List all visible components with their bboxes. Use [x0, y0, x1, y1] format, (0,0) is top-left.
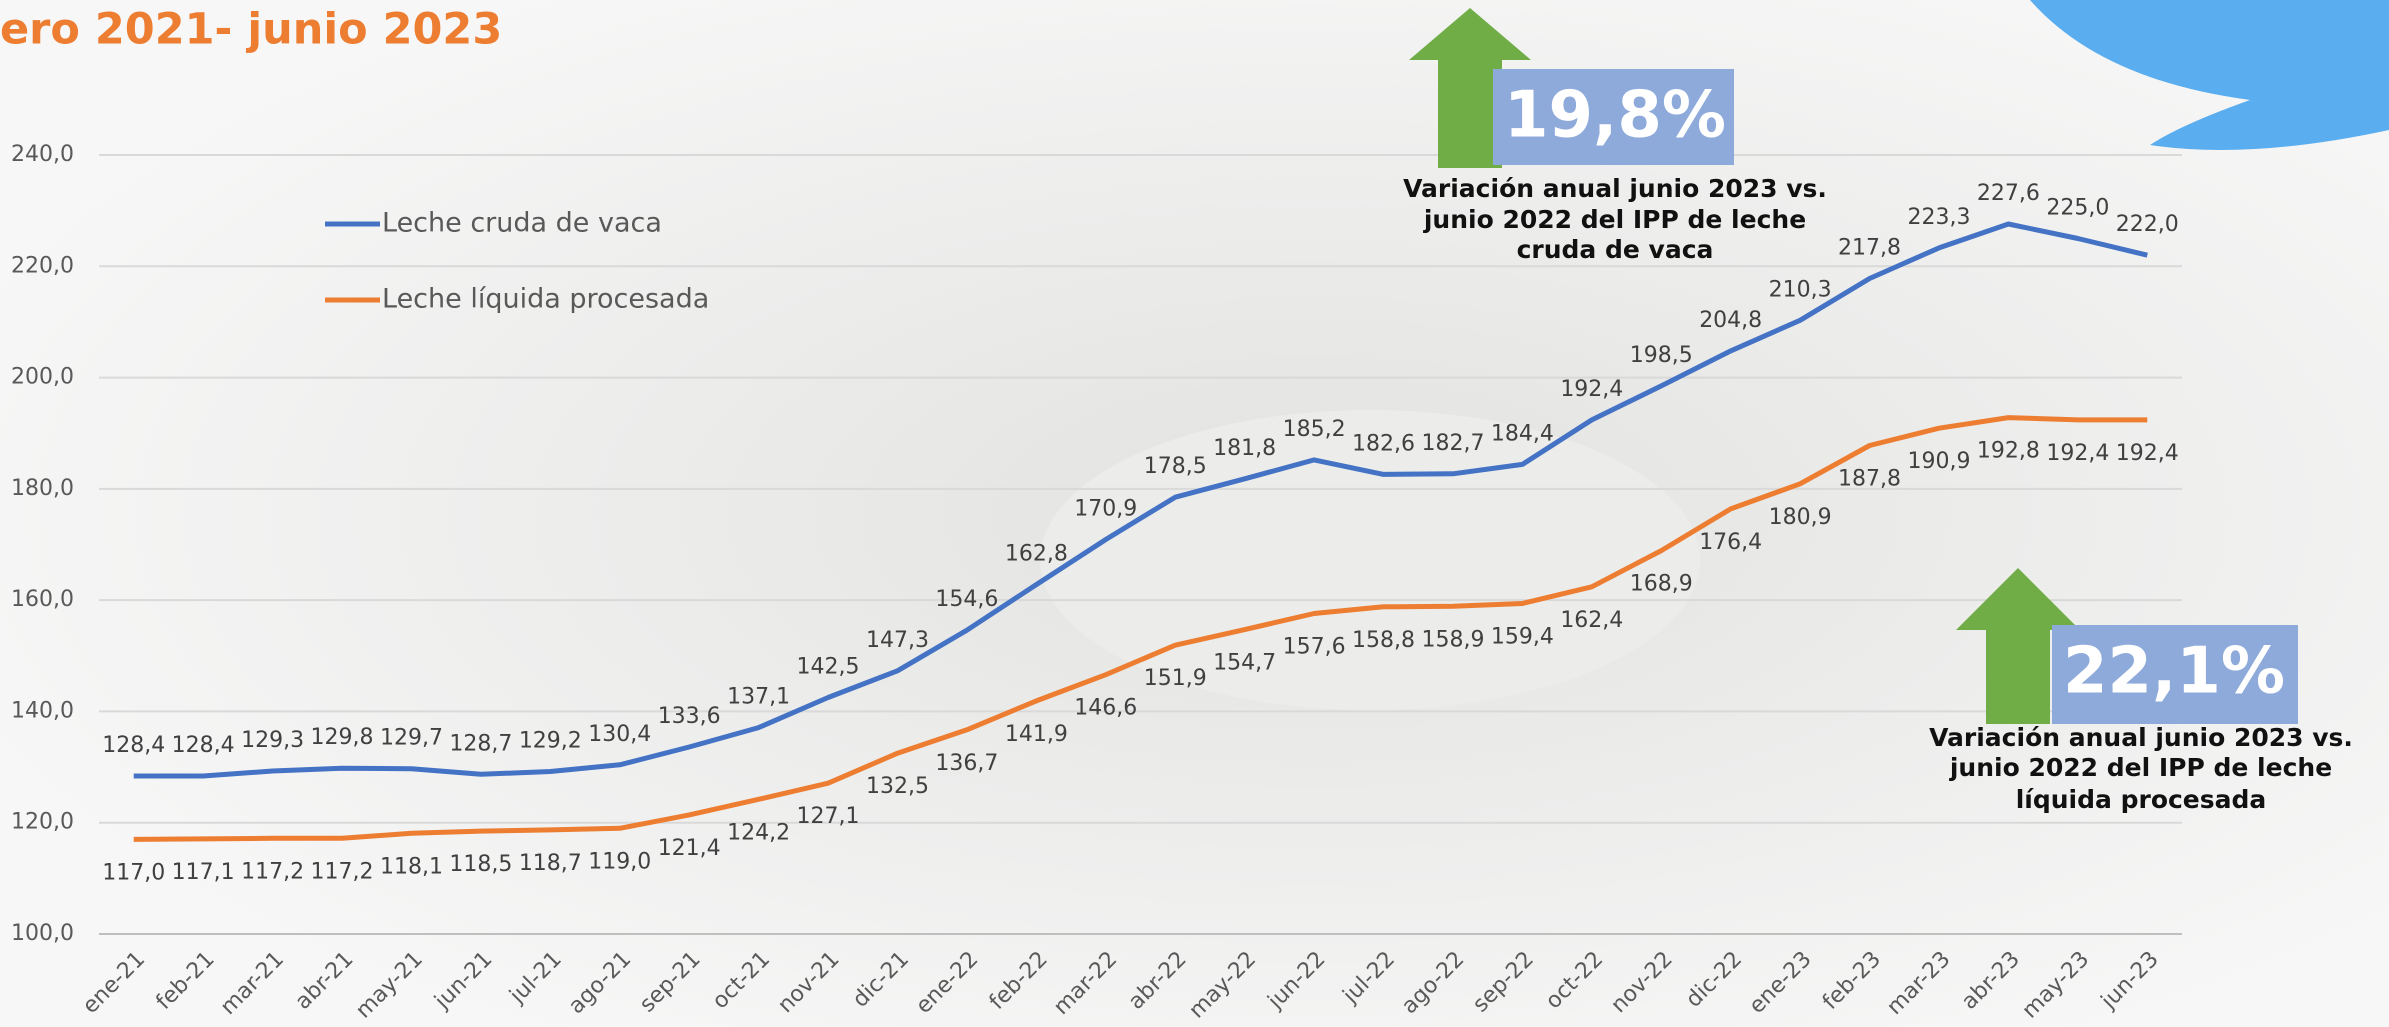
data-label: 128,7: [449, 731, 512, 756]
series-line: [133, 221, 2148, 779]
data-label: 204,8: [1699, 308, 1762, 333]
data-label: 185,2: [1283, 417, 1346, 442]
data-label: 154,6: [935, 587, 998, 612]
chart-title: ero 2021- junio 2023: [0, 5, 502, 55]
legend-label: Leche líquida procesada: [382, 284, 709, 315]
data-label: 130,4: [588, 722, 651, 747]
data-label: 147,3: [866, 628, 929, 653]
data-label: 184,4: [1491, 421, 1554, 446]
data-label: 192,4: [2116, 441, 2179, 466]
data-label: 178,5: [1144, 454, 1207, 479]
data-label: 137,1: [727, 685, 790, 710]
data-label: 118,7: [519, 851, 582, 876]
data-label: 158,9: [1421, 627, 1484, 652]
data-label: 129,8: [311, 725, 374, 750]
data-label: 129,3: [241, 728, 304, 753]
legend-label: Leche cruda de vaca: [382, 208, 662, 239]
data-label: 117,1: [172, 860, 235, 885]
splash: [1040, 410, 1700, 710]
data-label: 159,4: [1491, 624, 1554, 649]
data-label: 192,4: [1560, 377, 1623, 402]
data-label: 141,9: [1005, 722, 1068, 747]
annotations: 19,8% Variación anual junio 2023 vs. jun…: [1403, 8, 2353, 814]
arrow: [1956, 568, 2080, 724]
data-label: 176,4: [1699, 530, 1762, 555]
data-label: 158,8: [1352, 628, 1415, 653]
data-label: 162,8: [1005, 542, 1068, 567]
percent-box: [2052, 625, 2298, 724]
y-tick-label: 240,0: [11, 142, 74, 167]
y-tick-label: 200,0: [11, 365, 74, 390]
data-label: 129,7: [380, 726, 443, 751]
data-label: 117,0: [102, 860, 165, 885]
annotation-percent: 22,1%: [2063, 635, 2285, 709]
data-label: 168,9: [1630, 572, 1693, 597]
annotation-text: Variación anual junio 2023 vs.: [1929, 723, 2353, 752]
data-label: 182,6: [1352, 431, 1415, 456]
data-label: 117,2: [311, 859, 374, 884]
data-label: 192,8: [1977, 439, 2040, 464]
data-label: 162,4: [1560, 608, 1623, 633]
percent-box: [1493, 69, 1734, 165]
y-tick-label: 180,0: [11, 476, 74, 501]
data-label: 142,5: [797, 655, 860, 680]
annotation-text: líquida procesada: [2016, 785, 2267, 814]
data-label: 182,7: [1421, 431, 1484, 456]
data-label: 192,4: [2046, 441, 2109, 466]
annotation-percent: 19,8%: [1504, 79, 1726, 153]
annotation-text: cruda de vaca: [1517, 235, 1714, 264]
data-label: 227,6: [1977, 181, 2040, 206]
data-label: 210,3: [1769, 277, 1832, 302]
data-label: 128,4: [102, 733, 165, 758]
data-label: 132,5: [866, 774, 929, 799]
data-label: 225,0: [2046, 195, 2109, 220]
data-label: 117,2: [241, 859, 304, 884]
data-label: 170,9: [1074, 496, 1137, 521]
data-label: 121,4: [658, 836, 721, 861]
data-label: 119,0: [588, 849, 651, 874]
y-tick-label: 220,0: [11, 253, 74, 278]
data-label: 128,4: [172, 733, 235, 758]
data-label: 190,9: [1907, 449, 1970, 474]
data-label: 118,1: [380, 854, 443, 879]
y-tick-label: 120,0: [11, 810, 74, 835]
data-label: 151,9: [1144, 666, 1207, 691]
series-line: [133, 415, 2148, 842]
data-label: 129,2: [519, 729, 582, 754]
annotation-text: junio 2022 del IPP de leche: [1949, 753, 2332, 782]
data-label: 157,6: [1283, 634, 1346, 659]
data-label: 217,8: [1838, 236, 1901, 261]
data-label: 124,2: [727, 820, 790, 845]
y-tick-label: 160,0: [11, 587, 74, 612]
data-label: 118,5: [449, 852, 512, 877]
data-label: 146,6: [1074, 696, 1137, 721]
decor-wave: [2030, 0, 2389, 150]
data-label: 127,1: [797, 804, 860, 829]
data-label: 198,5: [1630, 343, 1693, 368]
data-label: 133,6: [658, 704, 721, 729]
data-label: 223,3: [1907, 205, 1970, 230]
data-label: 187,8: [1838, 466, 1901, 491]
annotation-text: junio 2022 del IPP de leche: [1423, 205, 1806, 234]
y-tick-label: 140,0: [11, 698, 74, 723]
annotation-text: Variación anual junio 2023 vs.: [1403, 174, 1827, 203]
data-label: 181,8: [1213, 436, 1276, 461]
y-tick-label: 100,0: [11, 921, 74, 946]
data-label: 180,9: [1769, 505, 1832, 530]
data-label: 136,7: [935, 751, 998, 776]
data-label: 154,7: [1213, 651, 1276, 676]
data-label: 222,0: [2116, 212, 2179, 237]
